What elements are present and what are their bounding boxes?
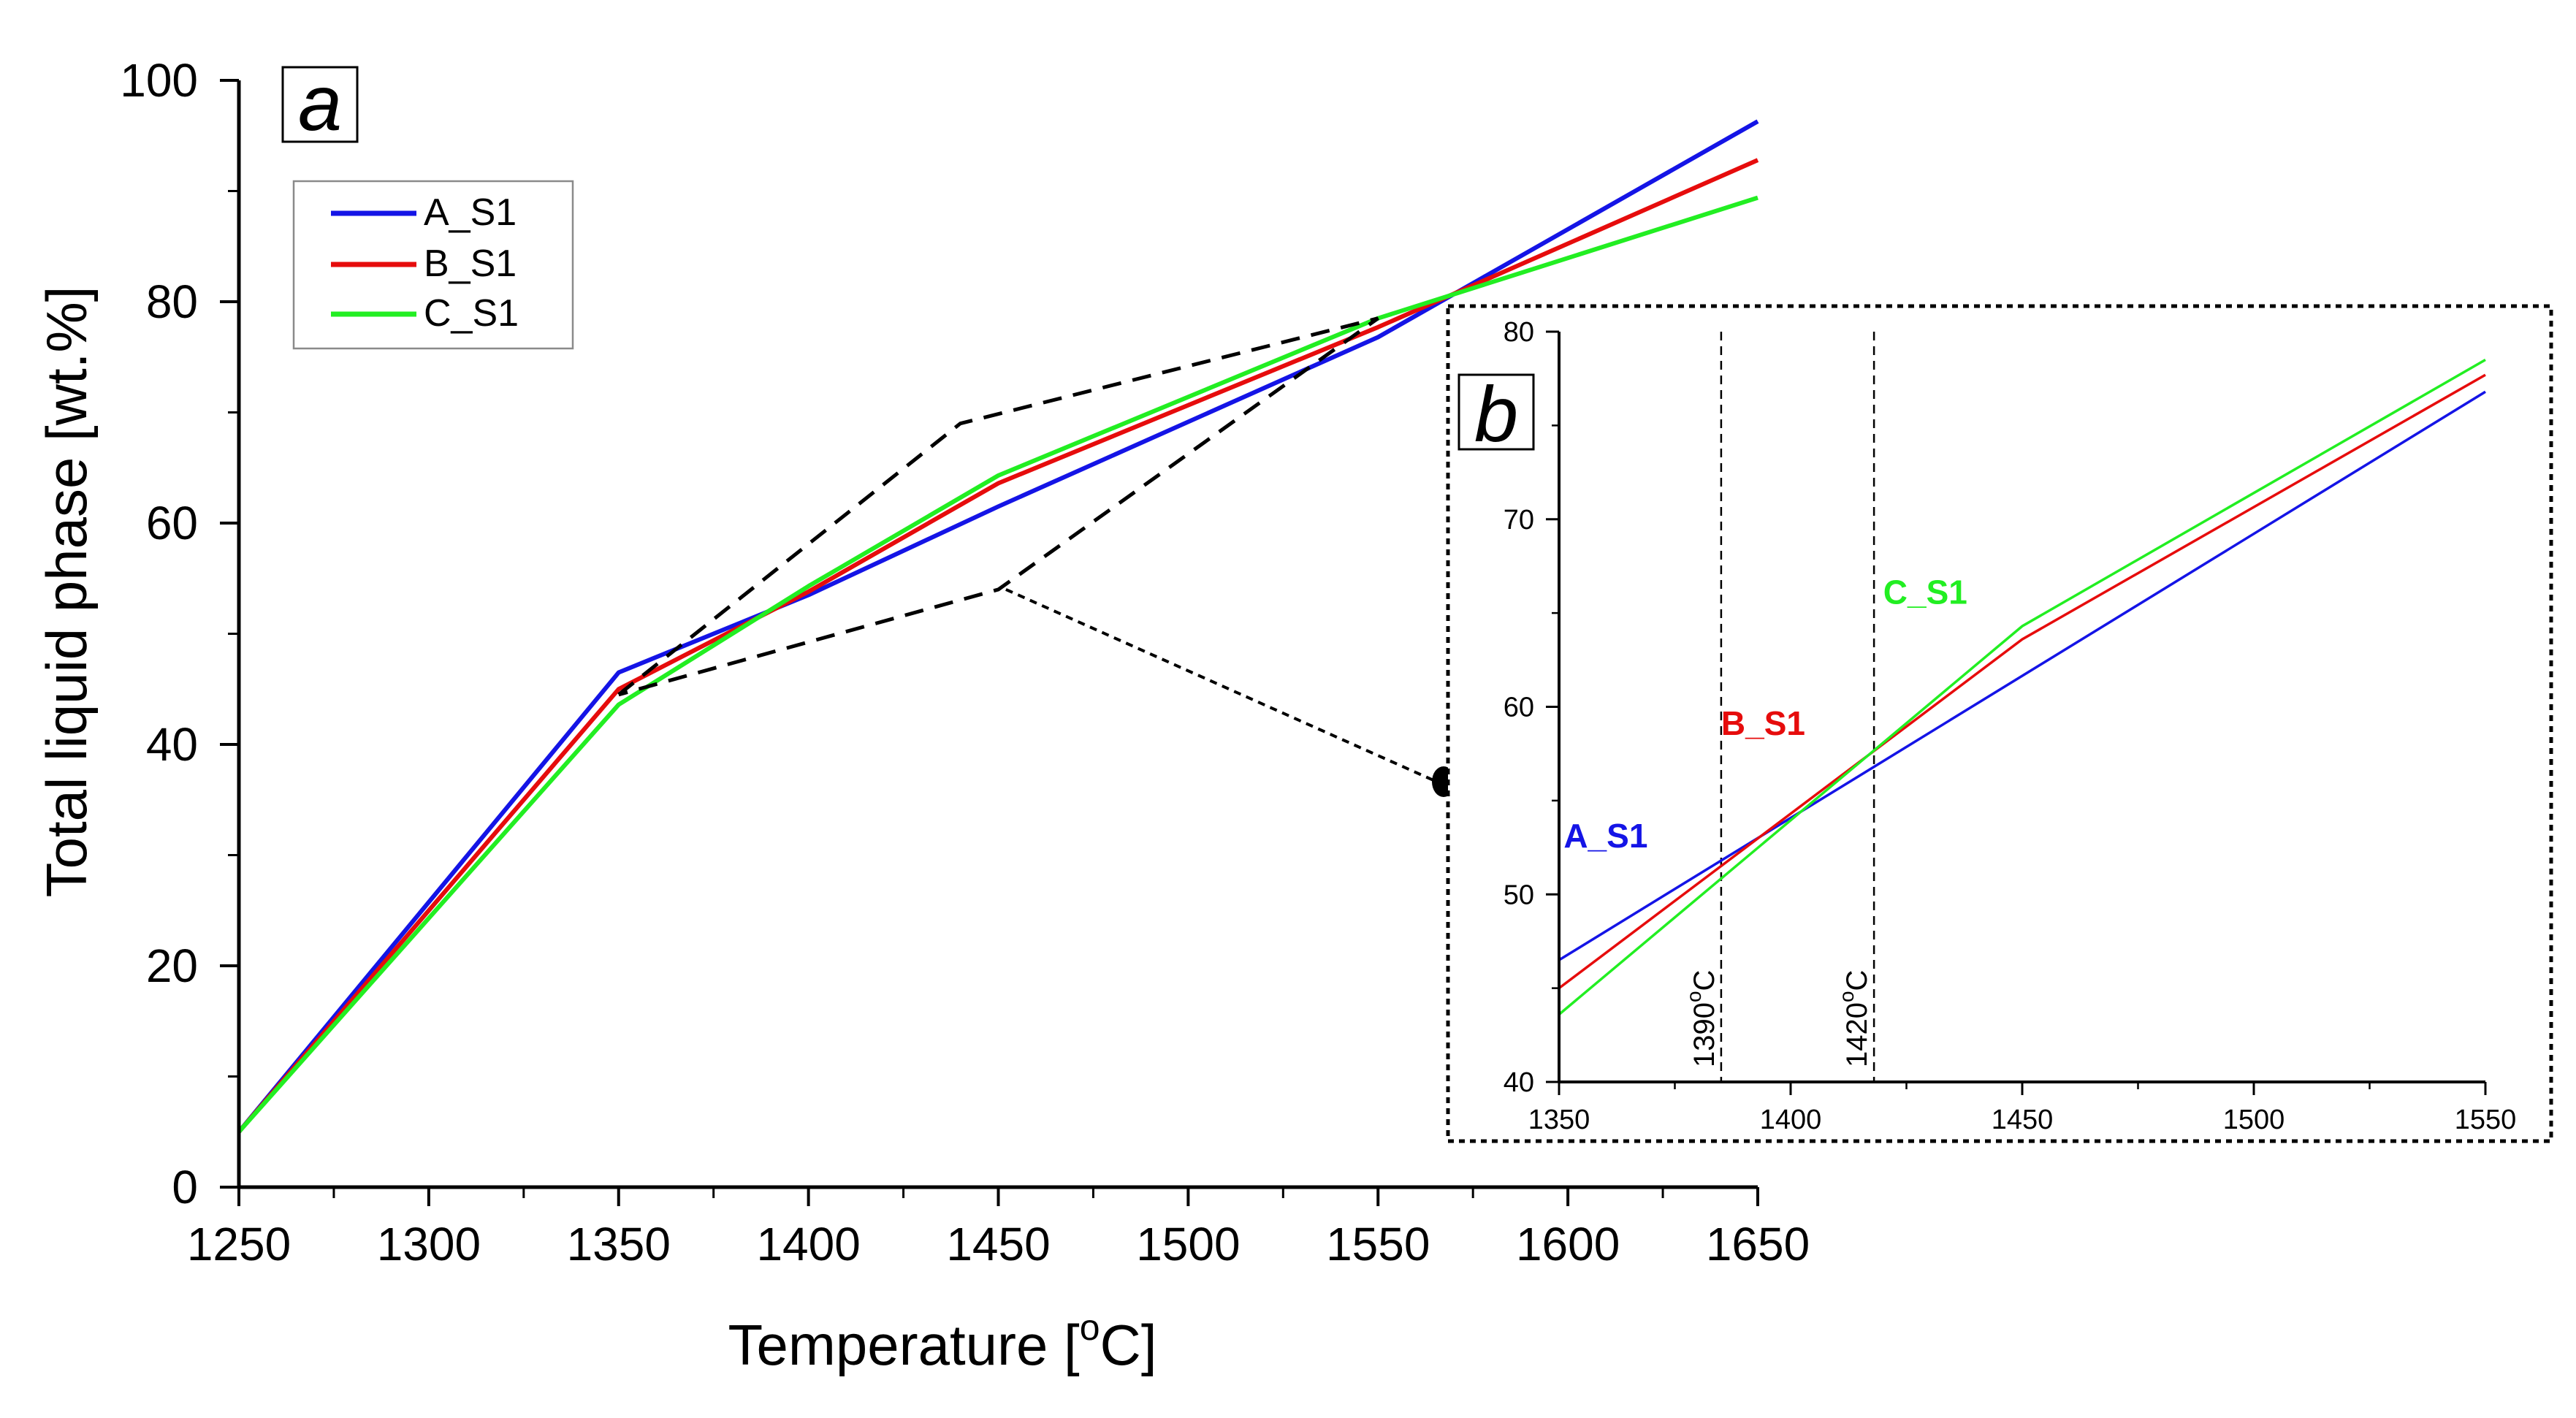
- inset-series-line-b-s1: [1558, 373, 2486, 989]
- y-tick-label-80: 80: [146, 275, 198, 328]
- y-tick-label-40: 40: [146, 718, 198, 771]
- panel-label-a-box: [281, 66, 359, 143]
- inset-x-tick-label-1350: 1350: [1528, 1105, 1590, 1135]
- guide-label-unit: C: [1688, 970, 1720, 991]
- inset-series-label-b-s1: B_S1: [1721, 704, 1805, 742]
- guide-label-superscript: o: [1683, 991, 1705, 1002]
- inset-x-tick-label-1500: 1500: [2223, 1105, 2285, 1135]
- panel-label-b: b: [1474, 370, 1518, 458]
- guide-label-unit: C: [1841, 970, 1873, 991]
- inset-y-tick-label-40: 40: [1504, 1067, 1534, 1098]
- inset-series-group: [1558, 358, 2486, 1015]
- zoom-region-path: [617, 316, 1379, 697]
- inset-y-tick-label-60: 60: [1504, 693, 1534, 723]
- series-line-c-s1: [237, 195, 1758, 1134]
- inset-ticks: 1350 1400 1450 1500 1550 40 50 60 70 80: [1504, 317, 2517, 1135]
- panel-label-b-box: [1457, 373, 1535, 451]
- guide-label-superscript: o: [1835, 991, 1858, 1002]
- inset-y-tick-label-70: 70: [1504, 505, 1534, 535]
- x-tick-label-1450: 1450: [946, 1218, 1050, 1270]
- guide-label-value: 1420: [1841, 1002, 1873, 1067]
- y-tick-label-100: 100: [120, 54, 198, 107]
- x-axis-title-text: Temperature [: [728, 1313, 1080, 1377]
- x-tick-label-1350: 1350: [567, 1218, 671, 1270]
- x-tick-label-1550: 1550: [1326, 1218, 1430, 1270]
- x-tick-label-1600: 1600: [1516, 1218, 1620, 1270]
- zoom-region-outline: [617, 316, 1379, 697]
- inset-y-tick-label-80: 80: [1504, 317, 1534, 348]
- x-axis-title-unit: C]: [1100, 1313, 1157, 1377]
- main-y-axis-title: Total liquid phase [wt.%]: [34, 286, 99, 898]
- x-tick-label-1300: 1300: [377, 1218, 481, 1270]
- x-tick-label-1250: 1250: [187, 1218, 291, 1270]
- inset-series-label-c-s1: C_S1: [1883, 573, 1967, 611]
- panel-label-a: a: [298, 58, 342, 147]
- inset-guide-label-1420: 1420oC: [1835, 970, 1873, 1067]
- x-tick-label-1650: 1650: [1706, 1218, 1810, 1270]
- inset-series-line-c-s1: [1558, 358, 2486, 1015]
- main-ticks: 1250 1300 1350 1400 1450 1500 1550 1600 1650 0 20 4…: [120, 54, 1810, 1270]
- inset-series-label-a-s1: A_S1: [1563, 817, 1647, 855]
- legend: A_S1 B_S1 C_S1: [292, 180, 574, 350]
- inset-guide-label-1390: 1390oC: [1683, 970, 1720, 1067]
- legend-label-c-s1: C_S1: [424, 292, 519, 335]
- y-tick-label-60: 60: [146, 497, 198, 549]
- inset-x-tick-label-1450: 1450: [1992, 1105, 2054, 1135]
- x-tick-label-1500: 1500: [1136, 1218, 1240, 1270]
- main-series-group: [237, 119, 1759, 1134]
- y-tick-label-20: 20: [146, 939, 198, 992]
- x-tick-label-1400: 1400: [756, 1218, 860, 1270]
- x-axis-title-superscript: o: [1080, 1307, 1100, 1348]
- inset-series-labels: A_S1 B_S1 C_S1: [1563, 573, 1967, 855]
- inset-y-tick-label-50: 50: [1504, 880, 1534, 910]
- inset-series-line-a-s1: [1558, 390, 2486, 961]
- legend-label-b-s1: B_S1: [424, 243, 517, 285]
- guide-label-value: 1390: [1688, 1002, 1720, 1067]
- y-tick-label-0: 0: [172, 1161, 198, 1213]
- inset-x-tick-label-1400: 1400: [1760, 1105, 1822, 1135]
- main-x-axis-title: Temperature [oC]: [728, 1307, 1156, 1377]
- legend-label-a-s1: A_S1: [424, 191, 517, 234]
- inset-frame: [1446, 304, 2553, 1143]
- inset-x-tick-label-1550: 1550: [2455, 1105, 2517, 1135]
